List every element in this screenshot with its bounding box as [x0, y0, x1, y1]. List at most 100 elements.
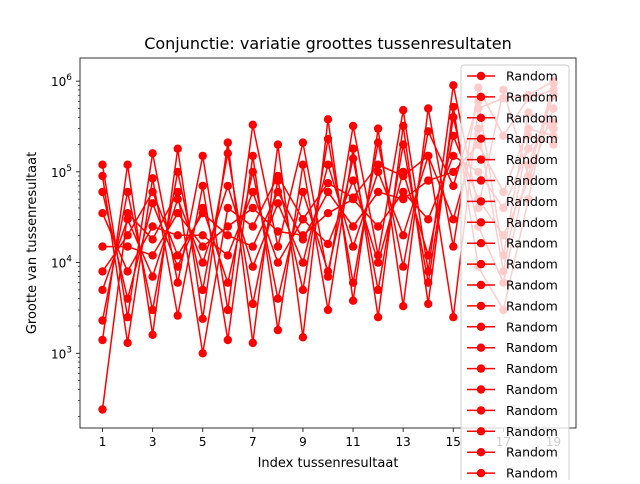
data-point-s10-12: [373, 187, 383, 197]
data-point-s4-1: [98, 171, 107, 181]
data-point-s9-6: [223, 222, 232, 231]
data-point-s6-4: [173, 262, 182, 271]
data-point-s1-12: [373, 160, 383, 169]
data-point-s2-7: [248, 120, 257, 129]
data-point-s2-2: [123, 313, 132, 322]
data-point-s10-5: [198, 209, 207, 218]
legend-marker-17: [476, 406, 486, 415]
legend-marker-9: [476, 239, 486, 248]
data-point-s6-11: [348, 154, 358, 163]
data-point-s6-12: [373, 285, 383, 295]
data-point-s7-13: [399, 231, 408, 240]
data-point-s5-6: [223, 149, 232, 158]
data-point-s6-3: [148, 199, 157, 208]
x-tick-label-7: 7: [249, 435, 257, 449]
legend-label-12: Random: [506, 298, 558, 313]
data-point-s9-4: [173, 209, 182, 218]
data-point-s3-14: [424, 104, 433, 113]
data-point-s2-1: [98, 160, 107, 169]
data-point-s7-7: [248, 262, 257, 271]
legend-label-9: Random: [506, 236, 558, 251]
data-point-s7-5: [198, 258, 207, 267]
legend-marker-4: [476, 134, 486, 143]
data-point-s9-13: [399, 187, 408, 197]
data-point-s8-13: [399, 167, 408, 177]
data-point-s5-2: [123, 187, 132, 197]
legend-marker-13: [476, 322, 486, 331]
data-point-s7-8: [273, 199, 283, 208]
legend-marker-14: [476, 343, 486, 352]
data-point-s2-9: [298, 138, 308, 147]
data-point-s6-1: [98, 187, 107, 197]
data-point-s1-3: [148, 235, 157, 244]
legend-marker-11: [476, 280, 486, 290]
data-point-s8-7: [248, 187, 257, 197]
legend: Random Random Random Random Random Random Rand…: [460, 64, 570, 484]
x-tick-label-3: 3: [149, 435, 157, 449]
data-point-s7-4: [173, 195, 182, 204]
legend-label-13: Random: [506, 319, 558, 334]
data-point-s9-15: [449, 151, 458, 161]
data-point-s9-12: [373, 222, 383, 231]
x-tick-label-13: 13: [396, 435, 411, 449]
data-point-s2-6: [223, 305, 232, 315]
data-point-s7-11: [348, 242, 358, 251]
data-point-s10-3: [148, 187, 157, 197]
y-tick-label-6: 106: [51, 73, 72, 89]
data-point-s6-13: [399, 140, 408, 149]
legend-marker-19: [476, 448, 486, 457]
data-point-s8-11: [348, 176, 358, 185]
data-point-s2-5: [198, 151, 207, 161]
data-point-s10-7: [248, 242, 257, 251]
data-point-s8-10: [323, 239, 333, 249]
data-point-s4-13: [399, 121, 408, 131]
data-point-s3-10: [323, 115, 333, 124]
data-point-s8-15: [449, 131, 458, 140]
data-point-s6-2: [123, 294, 132, 303]
legend-label-18: Random: [506, 424, 558, 439]
data-point-s3-12: [373, 124, 383, 133]
legend-label-19: Random: [506, 445, 558, 460]
data-point-s8-1: [98, 209, 107, 218]
data-point-s10-11: [348, 222, 358, 231]
y-tick-label-4: 104: [51, 255, 72, 271]
data-point-s8-3: [148, 222, 157, 231]
data-point-s2-15: [449, 81, 458, 90]
data-point-s2-8: [273, 242, 283, 251]
x-tick-label-11: 11: [345, 435, 360, 449]
plot-area: 135791113151719103104105106: [51, 57, 577, 449]
data-point-s8-5: [198, 231, 207, 240]
x-tick-label-9: 9: [299, 435, 307, 449]
y-tick-label-3: 103: [51, 345, 72, 361]
data-point-s4-11: [348, 144, 358, 153]
data-point-s2-3: [148, 149, 157, 158]
data-point-s4-9: [298, 160, 308, 169]
data-point-s5-5: [198, 285, 207, 295]
data-point-s5-8: [273, 176, 283, 185]
data-point-s6-10: [323, 267, 333, 276]
data-point-s1-1: [98, 405, 107, 414]
data-point-s6-9: [298, 187, 308, 197]
data-point-s9-14: [424, 215, 433, 224]
data-point-s8-6: [223, 251, 232, 260]
data-point-s1-2: [123, 209, 132, 218]
legend-marker-16: [476, 385, 486, 394]
data-point-s4-7: [248, 151, 257, 161]
data-point-s3-11: [348, 296, 358, 305]
data-point-s5-14: [424, 127, 433, 136]
data-point-s7-15: [449, 215, 458, 224]
data-point-s8-4: [173, 231, 182, 240]
data-point-s7-14: [424, 151, 433, 161]
data-point-s5-4: [173, 167, 182, 177]
data-point-s4-5: [198, 181, 207, 191]
data-point-s2-13: [399, 105, 408, 115]
data-point-s9-5: [198, 242, 207, 251]
data-point-s9-7: [248, 203, 257, 213]
legend-label-15: Random: [506, 361, 558, 376]
x-tick-label-15: 15: [446, 435, 461, 449]
legend-label-17: Random: [506, 403, 558, 418]
data-point-s8-14: [424, 251, 433, 260]
data-point-s4-8: [273, 325, 283, 335]
data-point-s7-10: [323, 160, 333, 169]
